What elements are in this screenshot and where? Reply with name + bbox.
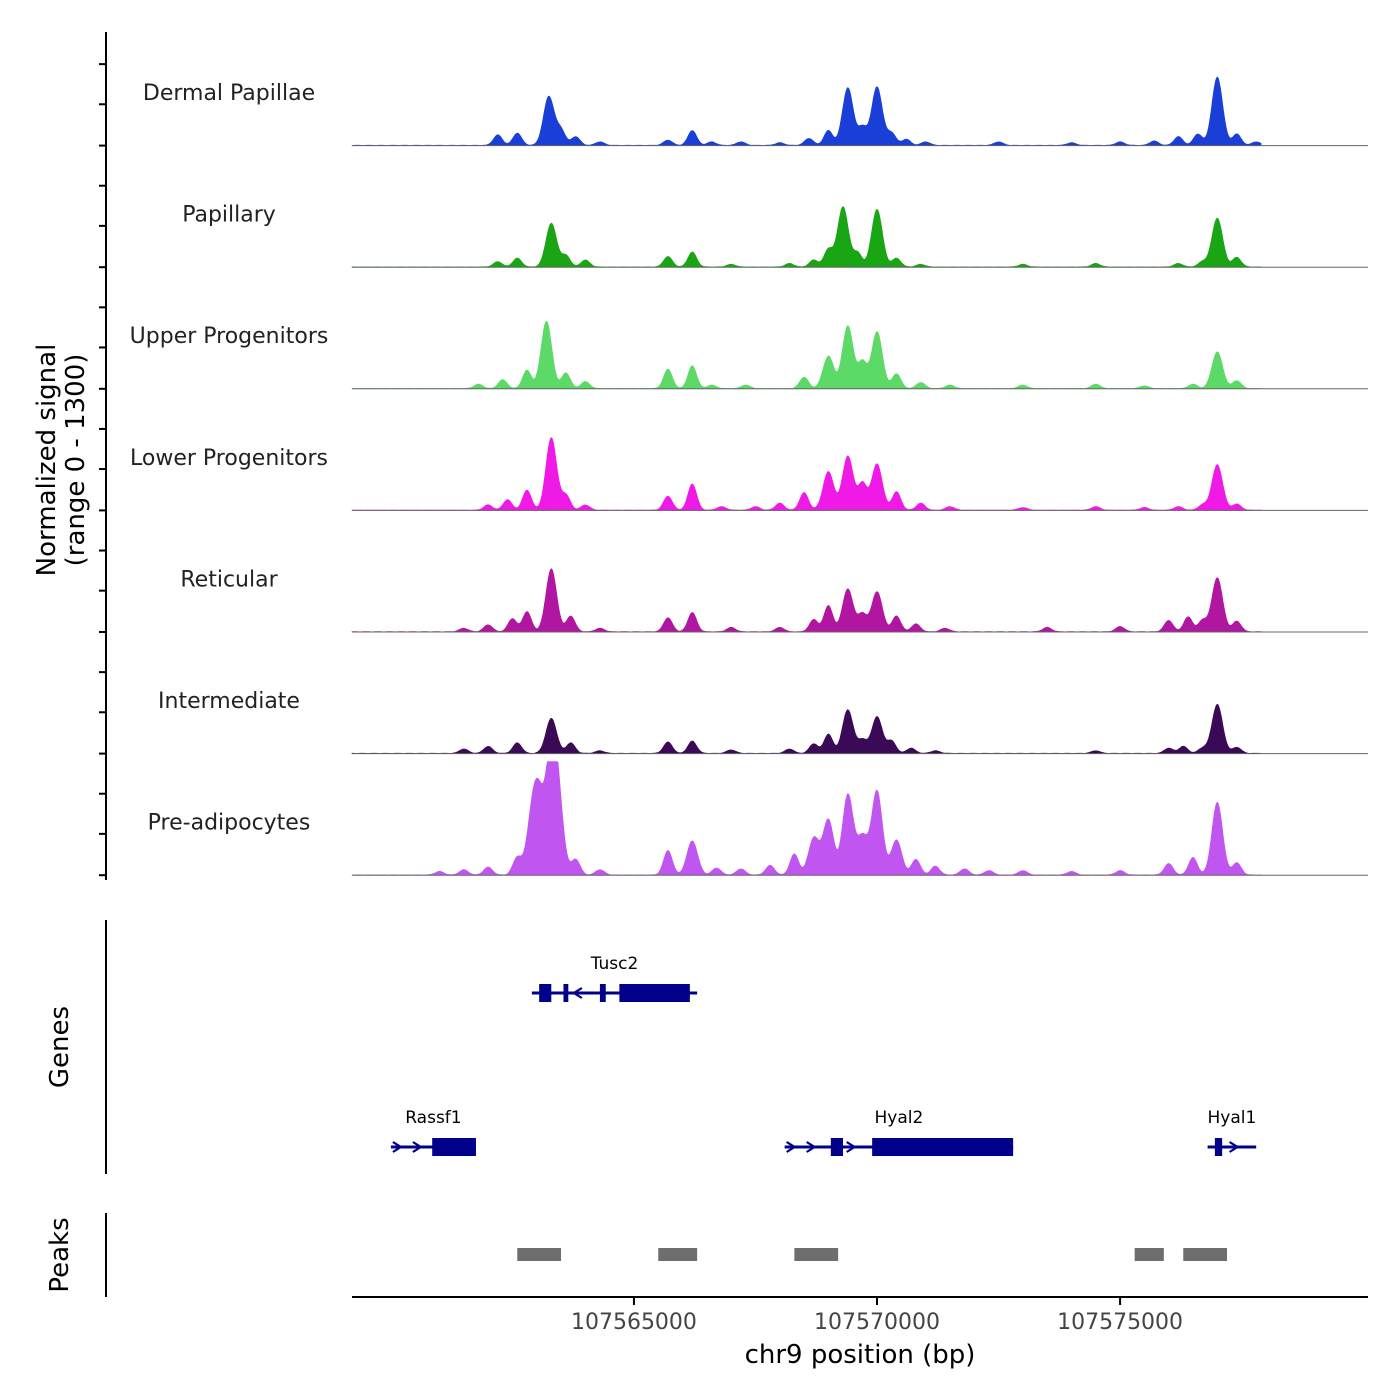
x-tick-label: 107565000 <box>571 1310 697 1335</box>
gene-label: Rassf1 <box>405 1108 461 1128</box>
track-0: Dermal Papillae <box>143 76 1368 147</box>
strand-arrow <box>846 1141 857 1153</box>
peak-region <box>1134 1248 1164 1261</box>
signal-area <box>351 206 1262 268</box>
strand-arrow <box>806 1141 817 1153</box>
track-label: Papillary <box>182 203 276 228</box>
peak-region <box>517 1248 562 1261</box>
gene-hyal2: Hyal2 <box>784 1108 1014 1156</box>
gene-exon <box>563 984 569 1002</box>
gene-tusc2: Tusc2 <box>531 954 698 1002</box>
strand-arrow <box>1228 1141 1240 1153</box>
gene-label: Tusc2 <box>590 954 639 974</box>
signal-area <box>351 568 1262 633</box>
x-axis-ticks: 107565000 107570000 107575000 <box>571 1297 1183 1335</box>
track-2: Upper Progenitors <box>130 320 1368 390</box>
signal-y-ticks <box>99 63 106 877</box>
peak-regions <box>517 1248 1228 1261</box>
track-label: Dermal Papillae <box>143 81 315 106</box>
gene-models: Tusc2 Rassf1 Hyal2 Hyal1 <box>390 954 1256 1156</box>
gene-exon <box>830 1138 843 1156</box>
signal-tracks: Dermal Papillae Papillary Upper Progenitor… <box>130 76 1368 876</box>
gene-label: Hyal1 <box>1207 1108 1256 1128</box>
gene-exon <box>872 1138 1014 1156</box>
strand-arrow <box>786 1141 797 1153</box>
signal-area <box>351 76 1262 146</box>
gene-exon <box>1214 1138 1223 1156</box>
y-axis-range-label: (range 0 - 1300) <box>61 354 91 567</box>
track-4: Reticular <box>180 567 1368 633</box>
signal-area <box>351 437 1262 511</box>
y-axis-title: Normalized signal <box>32 344 62 577</box>
track-5: Intermediate <box>158 689 1368 755</box>
strand-arrow <box>412 1141 423 1153</box>
track-6: Pre-adipocytes <box>148 761 1368 876</box>
track-label: Pre-adipocytes <box>148 811 311 836</box>
gene-rassf1: Rassf1 <box>390 1108 476 1156</box>
gene-exon <box>539 984 552 1002</box>
x-tick-label: 107570000 <box>814 1310 940 1335</box>
peak-region <box>794 1248 839 1261</box>
strand-arrow <box>392 1141 403 1153</box>
peak-region <box>1183 1248 1228 1261</box>
peak-region <box>658 1248 698 1261</box>
gene-label: Hyal2 <box>874 1108 923 1128</box>
signal-area <box>351 703 1262 754</box>
genes-track-label: Genes <box>45 1006 75 1088</box>
gene-exon <box>432 1138 476 1156</box>
strand-arrow <box>571 987 583 999</box>
track-label: Lower Progenitors <box>130 446 328 471</box>
x-tick-label: 107575000 <box>1057 1310 1183 1335</box>
track-label: Intermediate <box>158 689 300 714</box>
track-3: Lower Progenitors <box>130 437 1368 511</box>
x-axis-title: chr9 position (bp) <box>745 1340 976 1370</box>
gene-exon <box>599 984 606 1002</box>
track-1: Papillary <box>182 203 1368 268</box>
track-label: Reticular <box>180 567 278 592</box>
track-label: Upper Progenitors <box>130 324 329 349</box>
signal-area <box>351 320 1262 390</box>
gene-hyal1: Hyal1 <box>1207 1108 1256 1156</box>
gene-exon <box>619 984 690 1002</box>
signal-area <box>351 761 1262 876</box>
peaks-track-label: Peaks <box>45 1217 75 1292</box>
